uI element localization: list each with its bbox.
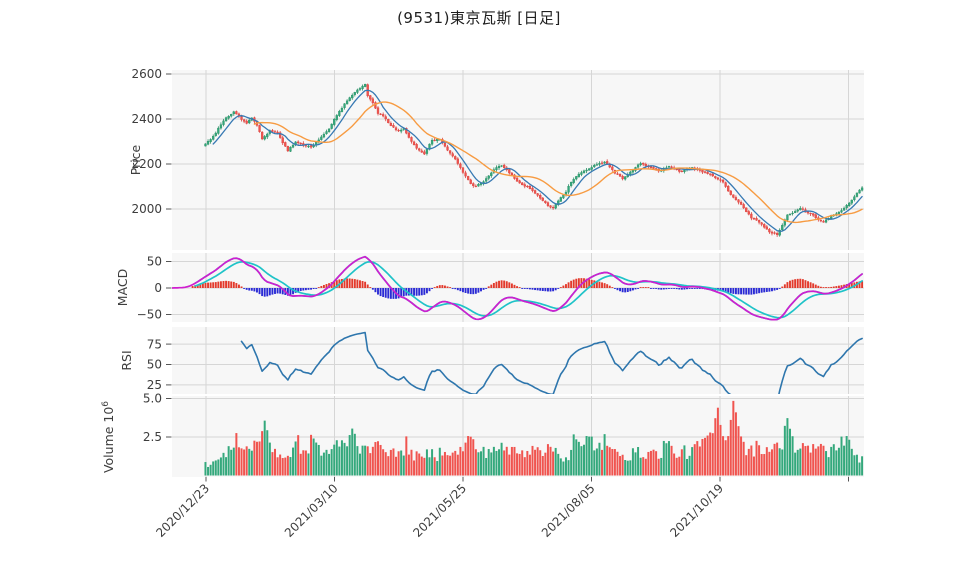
x-axis-date-label: 2021/03/10 [282, 481, 341, 540]
macd-panel: 50 0 −50 MACD [115, 253, 864, 322]
y-tick-label: 5.0 [143, 392, 162, 406]
volume-bars [204, 400, 864, 476]
x-axis-date-label: 2021/05/25 [410, 481, 469, 540]
y-tick-label: 2000 [131, 202, 162, 216]
x-axis-date-label: 2021/08/05 [539, 481, 598, 540]
y-tick-label: 50 [147, 255, 162, 269]
y-axis-title-volume: Volume 106 [101, 401, 116, 473]
candles [204, 83, 864, 237]
y-tick-label: 2.5 [143, 430, 162, 444]
panel-background [172, 70, 864, 250]
y-tick-label: 25 [147, 378, 162, 392]
y-tick-label: 50 [147, 358, 162, 372]
ma-long-line [253, 101, 863, 224]
volume-panel: 5.0 2.5 Volume 106 [101, 392, 864, 477]
price-panel: 2600 2400 2200 2000 Price [128, 67, 864, 250]
panel-background [172, 327, 864, 394]
x-axis: 2020/12/23 2021/03/10 2021/05/25 2021/08/05… [153, 477, 849, 540]
x-axis-date-label: 2021/10/19 [667, 481, 726, 540]
macd-lines [172, 255, 863, 321]
y-tick-label: −50 [137, 308, 162, 322]
y-tick-label: 2400 [131, 112, 162, 126]
y-tick-label: 0 [154, 281, 162, 295]
y-axis-title: Price [128, 144, 143, 175]
y-tick-label: 75 [147, 337, 162, 351]
macd-line [172, 255, 863, 321]
ma-short-line [212, 89, 863, 233]
rsi-line [240, 331, 863, 394]
y-axis-title: RSI [119, 350, 134, 370]
x-axis-date-label: 2020/12/23 [153, 481, 212, 540]
macd-signal-line [194, 260, 863, 319]
rsi-series [240, 331, 863, 394]
y-tick-label: 2200 [131, 157, 162, 171]
moving-averages [212, 89, 863, 233]
y-axis-title: MACD [115, 269, 130, 306]
rsi-panel: 75 50 25 RSI [119, 327, 864, 394]
y-tick-label: 2600 [131, 67, 162, 81]
chart-title: (9531)東京瓦斯 [日足] [397, 9, 561, 27]
